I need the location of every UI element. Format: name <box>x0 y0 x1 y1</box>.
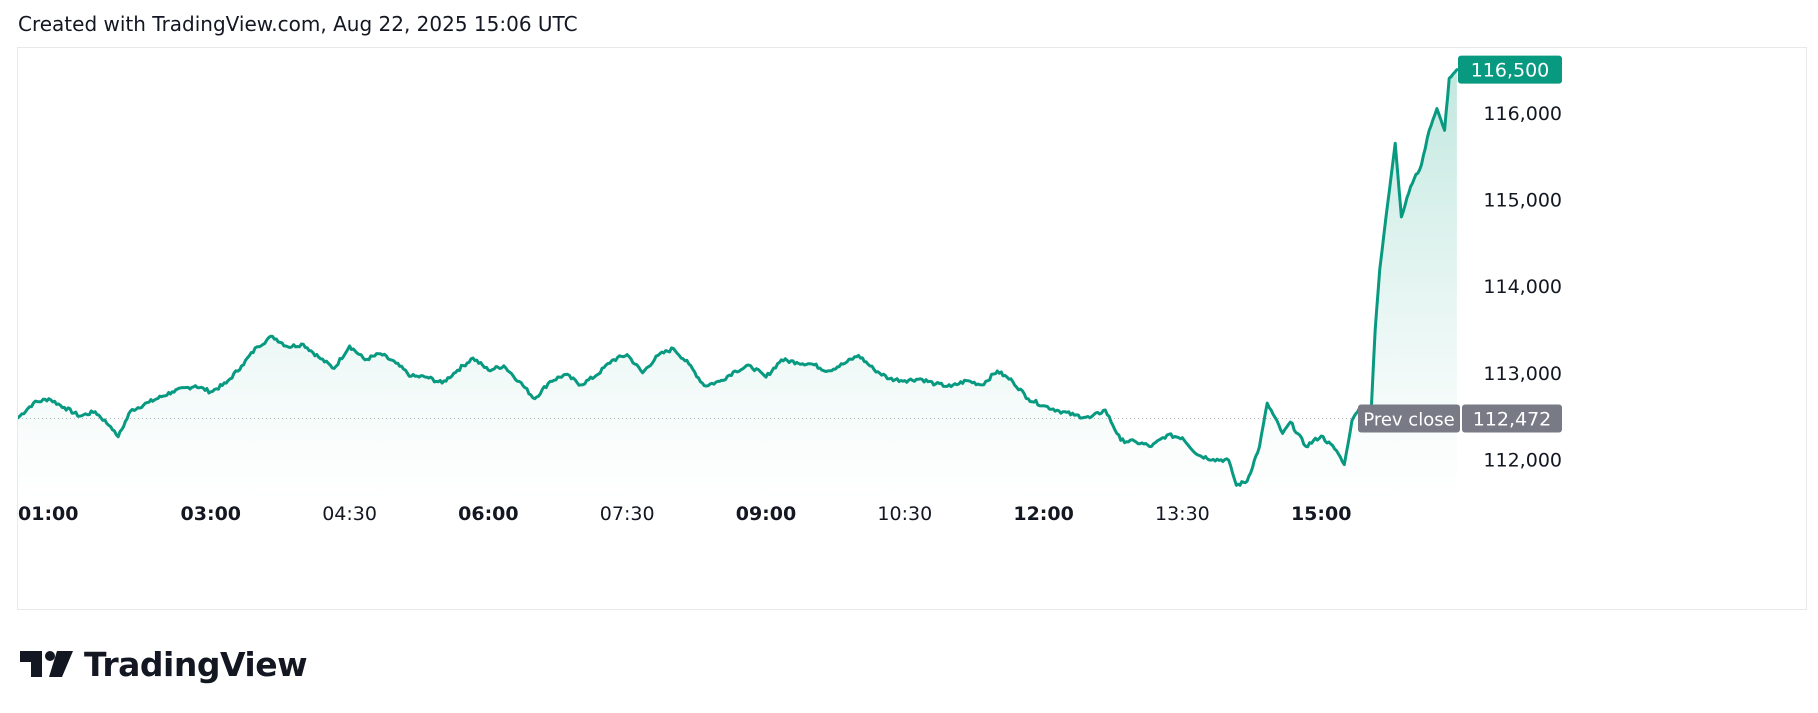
prev-close-value-badge <box>1462 404 1562 433</box>
tradingview-brand[interactable]: TradingView <box>20 644 308 684</box>
prev-close-name-badge <box>1358 404 1460 433</box>
y-tick-label: 114,000 <box>1483 276 1562 298</box>
chart-frame[interactable]: 01:00 03:00 04:30 06:00 07:30 09:00 10:30 12:00… <box>17 47 1807 610</box>
y-tick-label: 113,000 <box>1483 363 1562 385</box>
x-tick-label: 09:00 <box>736 503 796 525</box>
x-tick-label: 01:00 <box>18 503 78 525</box>
prev-close-name-label: Prev close <box>1363 409 1454 430</box>
tradingview-wordmark: TradingView <box>84 644 308 684</box>
tradingview-logo-icon <box>20 651 73 677</box>
last-price-badge <box>1458 55 1562 84</box>
x-tick-label: 04:30 <box>322 503 377 525</box>
x-tick-label: 13:30 <box>1155 503 1210 525</box>
x-tick-label: 07:30 <box>600 503 655 525</box>
x-tick-label: 15:00 <box>1291 503 1351 525</box>
last-price-label: 116,500 <box>1471 60 1550 82</box>
x-tick-label: 03:00 <box>181 503 241 525</box>
y-tick-label: 116,000 <box>1483 103 1562 125</box>
prev-close-value-label: 112,472 <box>1473 408 1552 430</box>
x-tick-label: 10:30 <box>877 503 932 525</box>
price-chart[interactable]: 01:00 03:00 04:30 06:00 07:30 09:00 10:30 12:00… <box>18 48 1806 609</box>
x-tick-label: 06:00 <box>458 503 518 525</box>
price-area-fill <box>18 69 1457 499</box>
price-line-series[interactable] <box>18 68 1459 487</box>
x-tick-label: 12:00 <box>1013 503 1073 525</box>
chart-header-caption: Created with TradingView.com, Aug 22, 20… <box>18 12 578 36</box>
y-tick-label: 115,000 <box>1483 190 1562 212</box>
y-tick-label: 112,000 <box>1483 449 1562 471</box>
